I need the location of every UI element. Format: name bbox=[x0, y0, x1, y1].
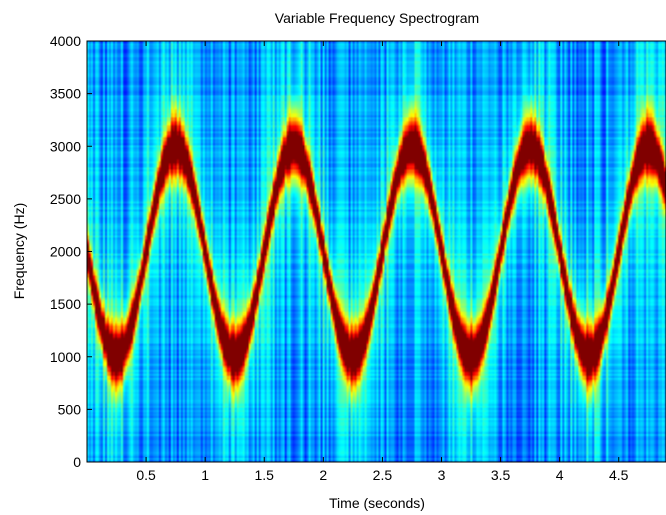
y-tick-label: 1500 bbox=[50, 296, 81, 312]
y-tick-label: 3500 bbox=[50, 86, 81, 102]
x-tick-label: 4 bbox=[556, 467, 564, 483]
plot-area: 0.5 1 1.5 2 2.5 3 3.5 4 4.5 0 500 1000 1500 2000 2500… bbox=[50, 33, 666, 483]
x-tick-label: 1.5 bbox=[255, 467, 275, 483]
y-tick-label: 3000 bbox=[50, 138, 81, 154]
y-tick-label: 500 bbox=[58, 401, 82, 417]
y-tick-label: 1000 bbox=[50, 349, 81, 365]
x-tick-label: 2 bbox=[319, 467, 327, 483]
x-tick-label: 1 bbox=[201, 467, 209, 483]
x-tick-label: 4.5 bbox=[609, 467, 629, 483]
x-tick-label: 0.5 bbox=[136, 467, 156, 483]
spectrogram-heatmap bbox=[87, 41, 666, 462]
x-tick-label: 3.5 bbox=[491, 467, 511, 483]
y-tick-label: 0 bbox=[73, 454, 81, 470]
y-axis-label: Frequency (Hz) bbox=[11, 203, 27, 299]
y-tick-label: 4000 bbox=[50, 33, 81, 49]
chart-title: Variable Frequency Spectrogram bbox=[275, 10, 479, 26]
y-tick-label: 2500 bbox=[50, 191, 81, 207]
x-axis-ticks: 0.5 1 1.5 2 2.5 3 3.5 4 4.5 bbox=[136, 41, 629, 483]
y-axis-ticks: 0 500 1000 1500 2000 2500 3000 3500 4000 bbox=[50, 33, 92, 470]
x-axis-label: Time (seconds) bbox=[329, 495, 425, 511]
x-tick-label: 3 bbox=[438, 467, 446, 483]
y-tick-label: 2000 bbox=[50, 244, 81, 260]
x-tick-label: 2.5 bbox=[373, 467, 393, 483]
